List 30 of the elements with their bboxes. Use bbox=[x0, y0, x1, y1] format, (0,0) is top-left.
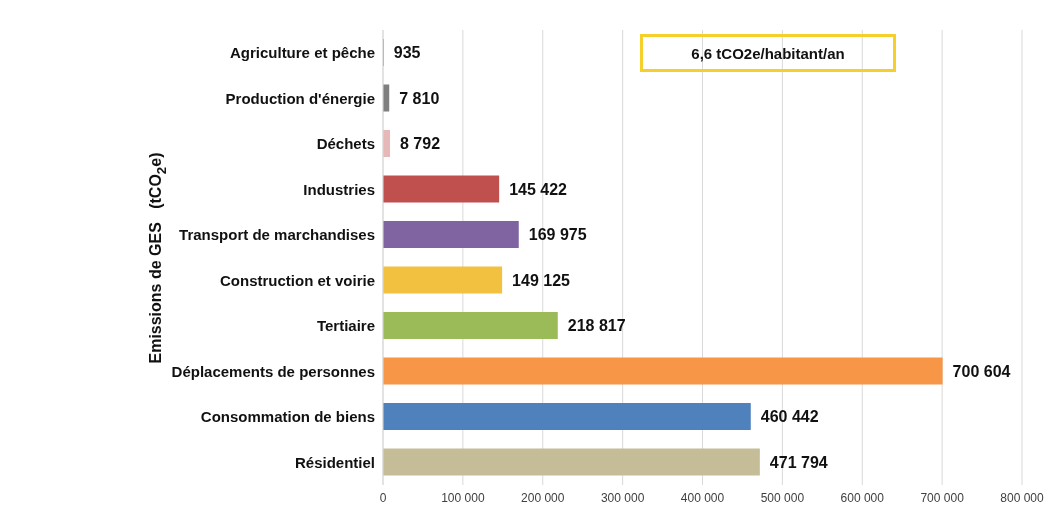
data-label: 460 442 bbox=[760, 408, 819, 426]
y-tick-label: Transport de marchandises bbox=[179, 226, 375, 244]
data-label: 145 422 bbox=[509, 180, 568, 198]
data-label: 471 794 bbox=[769, 453, 828, 471]
data-label: 700 604 bbox=[952, 362, 1011, 380]
y-tick-label: Déplacements de personnes bbox=[171, 362, 375, 380]
data-label: 7 810 bbox=[399, 89, 440, 107]
x-tick-label: 400 000 bbox=[680, 490, 725, 505]
y-tick-label: Industries bbox=[303, 180, 375, 198]
y-tick-label: Tertiaire bbox=[316, 317, 375, 335]
x-tick-label: 0 bbox=[379, 490, 387, 505]
y-tick-label: Consommation de biens bbox=[200, 408, 375, 426]
y-tick-label: Production d'énergie bbox=[225, 89, 375, 107]
x-tick-label: 700 000 bbox=[920, 490, 965, 505]
y-tick-label: Construction et voirie bbox=[219, 271, 375, 289]
x-tick-label: 600 000 bbox=[840, 490, 885, 505]
data-label: 935 bbox=[393, 44, 421, 62]
y-tick-label: Résidentiel bbox=[294, 453, 375, 471]
data-label: 8 792 bbox=[400, 135, 441, 153]
x-tick-label: 300 000 bbox=[600, 490, 645, 505]
x-tick-label: 800 000 bbox=[1000, 490, 1045, 505]
data-label: 149 125 bbox=[512, 271, 571, 289]
data-label: 218 817 bbox=[567, 317, 626, 335]
x-tick-label: 500 000 bbox=[760, 490, 805, 505]
y-tick-label: Agriculture et pêche bbox=[229, 44, 375, 62]
y-tick-label: Déchets bbox=[316, 135, 375, 153]
x-tick-label: 200 000 bbox=[521, 490, 565, 505]
annotation: 6,6 tCO2e/habitant/an bbox=[640, 34, 896, 72]
x-tick-label: 100 000 bbox=[441, 490, 485, 505]
data-label: 169 975 bbox=[528, 226, 587, 244]
